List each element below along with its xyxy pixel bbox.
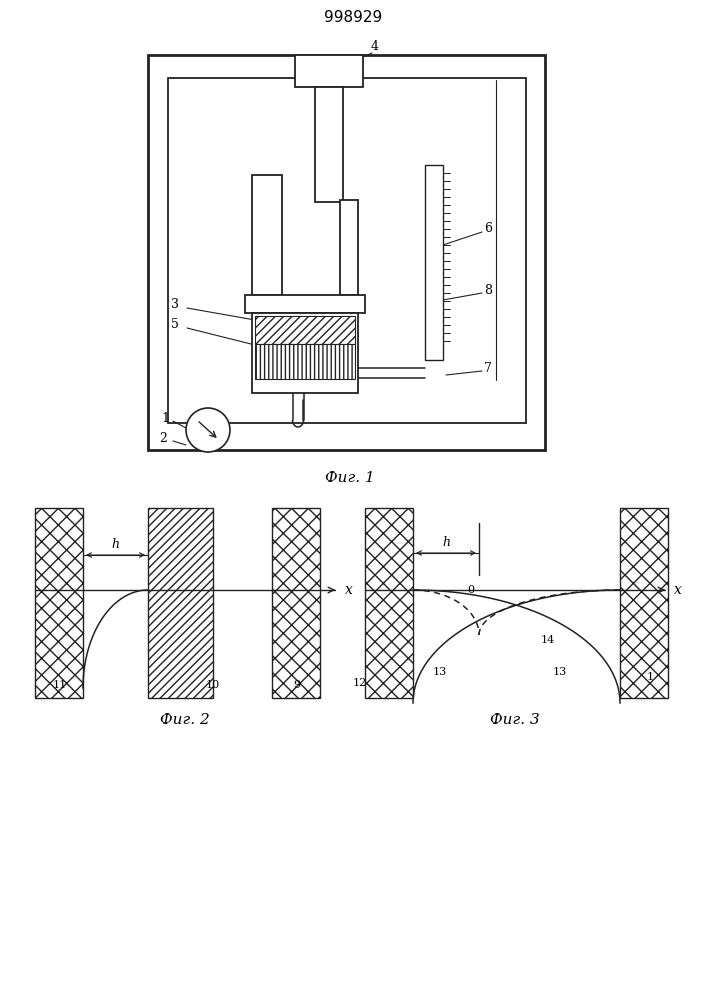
Text: 1: 1 — [161, 412, 169, 424]
Text: 0: 0 — [467, 585, 474, 595]
Text: 3: 3 — [171, 298, 179, 312]
Text: Фиг. 3: Фиг. 3 — [490, 713, 540, 727]
Text: x: x — [345, 583, 353, 597]
Bar — [148, 55, 545, 450]
Bar — [168, 78, 526, 423]
Bar — [425, 165, 443, 360]
Text: 14: 14 — [541, 635, 555, 645]
Text: 1: 1 — [646, 672, 653, 682]
Text: 6: 6 — [484, 222, 492, 234]
Bar — [35, 508, 83, 698]
Bar — [272, 508, 320, 698]
Bar — [365, 508, 413, 698]
Bar — [315, 87, 343, 202]
Bar — [620, 508, 668, 698]
Bar — [245, 295, 365, 313]
Text: Фиг. 1: Фиг. 1 — [325, 471, 375, 485]
Text: 10: 10 — [206, 680, 220, 690]
Text: 998929: 998929 — [324, 10, 382, 25]
Text: 9: 9 — [293, 680, 300, 690]
Text: 5: 5 — [171, 318, 179, 332]
Circle shape — [186, 408, 230, 452]
Text: x: x — [674, 583, 682, 597]
Text: 11: 11 — [53, 680, 67, 690]
Bar — [340, 200, 358, 295]
Bar — [255, 316, 355, 344]
Text: 7: 7 — [484, 361, 492, 374]
Text: 13: 13 — [553, 667, 567, 677]
Bar — [252, 175, 282, 295]
Text: h: h — [442, 536, 450, 550]
Bar — [295, 55, 363, 87]
Text: 13: 13 — [433, 667, 447, 677]
Text: 2: 2 — [159, 432, 167, 444]
Text: 8: 8 — [484, 284, 492, 296]
Bar — [148, 508, 213, 698]
Text: 12: 12 — [353, 678, 367, 688]
Bar — [252, 313, 358, 393]
Text: h: h — [111, 538, 119, 552]
Bar — [255, 344, 355, 379]
Text: Фиг. 2: Фиг. 2 — [160, 713, 210, 727]
Text: 4: 4 — [371, 40, 379, 53]
